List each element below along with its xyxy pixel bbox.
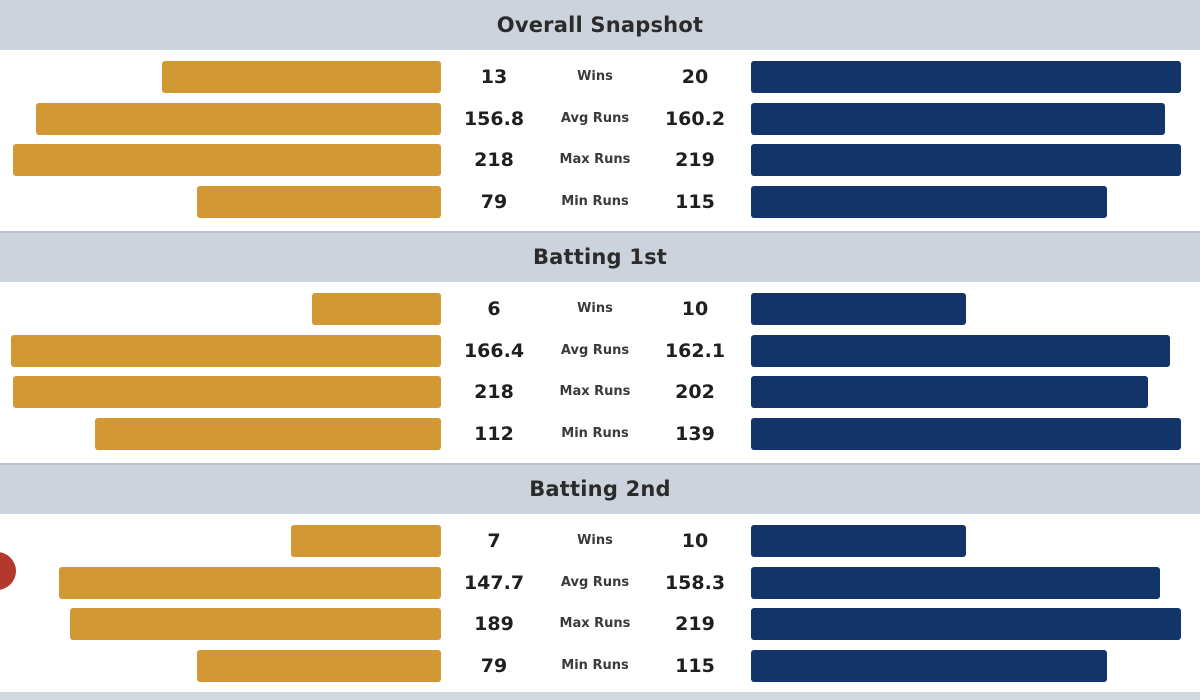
left-value-max-runs: 189 xyxy=(474,613,514,636)
section-title: Batting 1st xyxy=(0,232,1200,282)
left-value-avg-runs: 166.4 xyxy=(463,339,525,362)
right-value-avg-runs: 160.2 xyxy=(664,107,726,130)
right-value-avg-runs: 162.1 xyxy=(664,339,726,362)
section-title: Batting 2nd xyxy=(0,464,1200,514)
right-value-avg-runs: 158.3 xyxy=(664,571,726,594)
metric-label-max-runs: Max Runs xyxy=(559,384,631,400)
left-bar-wins xyxy=(290,525,441,557)
right-bar-max-runs xyxy=(751,376,1148,409)
metric-label-avg-runs: Avg Runs xyxy=(560,574,630,590)
right-bar-min-runs xyxy=(751,185,1107,218)
left-value-avg-runs: 147.7 xyxy=(463,571,525,594)
right-bar-min-runs xyxy=(751,417,1181,450)
red-circle-decoration xyxy=(0,552,16,590)
left-value-max-runs: 218 xyxy=(474,149,514,172)
metric-label-wins: Wins xyxy=(577,69,613,84)
metric-label-wins: Wins xyxy=(577,533,613,548)
metric-label-wins: Wins xyxy=(577,301,613,316)
left-value-avg-runs: 156.8 xyxy=(463,107,525,130)
right-value-max-runs: 202 xyxy=(675,381,715,404)
metric-label-max-runs: Max Runs xyxy=(559,616,631,632)
right-bar-max-runs xyxy=(751,608,1181,641)
left-value-min-runs: 112 xyxy=(474,422,514,445)
left-bar-avg-runs xyxy=(35,102,441,135)
right-value-wins: 20 xyxy=(681,66,709,88)
metric-label-min-runs: Min Runs xyxy=(561,657,629,673)
left-bar-avg-runs xyxy=(11,334,441,367)
right-bar-wins xyxy=(751,293,966,325)
right-value-wins: 10 xyxy=(681,298,709,320)
left-bar-min-runs xyxy=(196,185,441,218)
left-bar-min-runs xyxy=(196,649,441,682)
metric-label-max-runs: Max Runs xyxy=(559,152,631,168)
left-bar-min-runs xyxy=(94,417,441,450)
right-bar-avg-runs xyxy=(751,334,1170,367)
left-bar-avg-runs xyxy=(59,566,441,599)
metric-label-avg-runs: Avg Runs xyxy=(560,342,630,358)
right-bar-max-runs xyxy=(751,144,1181,177)
metric-label-min-runs: Min Runs xyxy=(561,193,629,209)
right-value-wins: 10 xyxy=(681,530,709,552)
section-divider xyxy=(0,231,1200,233)
right-bar-min-runs xyxy=(751,649,1107,682)
left-value-wins: 7 xyxy=(487,530,501,552)
left-bar-max-runs xyxy=(12,144,441,177)
section-title: Overall Snapshot xyxy=(0,0,1200,50)
section-divider xyxy=(0,463,1200,465)
left-bar-wins xyxy=(312,293,441,325)
right-bar-wins xyxy=(751,61,1181,93)
right-value-min-runs: 115 xyxy=(675,190,715,213)
right-bar-wins xyxy=(751,525,966,557)
left-value-max-runs: 218 xyxy=(474,381,514,404)
right-value-min-runs: 139 xyxy=(675,422,715,445)
left-value-wins: 6 xyxy=(487,298,501,320)
left-value-min-runs: 79 xyxy=(480,654,508,677)
right-bar-avg-runs xyxy=(751,566,1161,599)
right-value-min-runs: 115 xyxy=(675,654,715,677)
right-bar-avg-runs xyxy=(751,102,1165,135)
left-bar-max-runs xyxy=(69,608,441,641)
left-bar-wins xyxy=(161,61,441,93)
left-value-min-runs: 79 xyxy=(480,190,508,213)
metric-label-avg-runs: Avg Runs xyxy=(560,110,630,126)
left-value-wins: 13 xyxy=(480,66,508,88)
metric-label-min-runs: Min Runs xyxy=(561,425,629,441)
left-bar-max-runs xyxy=(12,376,441,409)
right-value-max-runs: 219 xyxy=(675,149,715,172)
right-value-max-runs: 219 xyxy=(675,613,715,636)
